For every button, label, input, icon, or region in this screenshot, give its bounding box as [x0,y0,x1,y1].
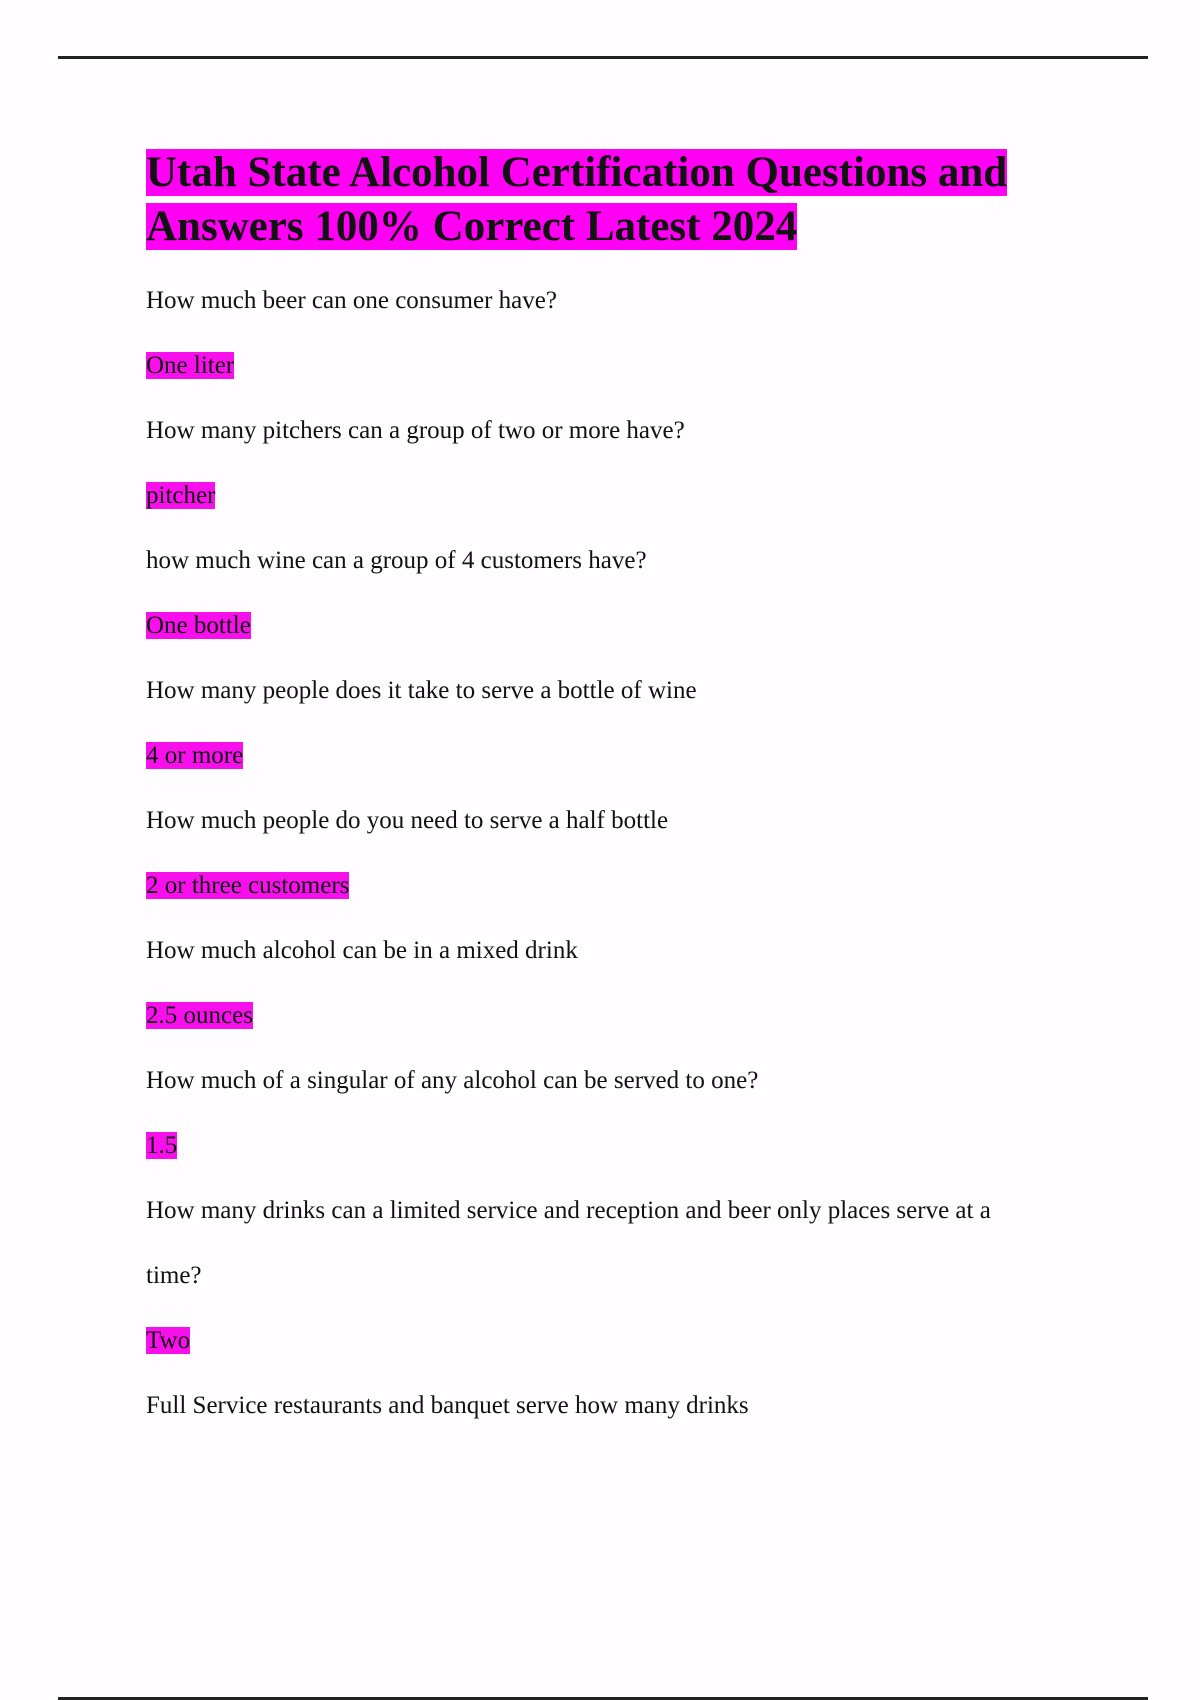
answer: One liter [146,333,1096,398]
question: How many pitchers can a group of two or … [146,417,685,444]
question: How many drinks can a limited service an… [146,1197,991,1289]
title-text: Utah State Alcohol Certification Questio… [146,149,1008,250]
answer: 2.5 ounces [146,983,1096,1048]
answer: 4 or more [146,723,1096,788]
question: how much wine can a group of 4 customers… [146,547,647,574]
answer-highlight: 4 or more [146,742,244,769]
answer-highlight: 1.5 [146,1132,178,1159]
qa-list: How much beer can one consumer have? One … [146,268,1096,1438]
answer-highlight: pitcher [146,482,216,509]
answer-highlight: Two [146,1327,191,1354]
answer: One bottle [146,593,1096,658]
answer: 2 or three customers [146,853,1096,918]
question: Full Service restaurants and banquet ser… [146,1392,749,1419]
document-title: Utah State Alcohol Certification Questio… [146,146,1046,254]
header-rule [58,56,1148,59]
answer-highlight: 2.5 ounces [146,1002,253,1029]
answer-highlight: One liter [146,352,235,379]
question: How much alcohol can be in a mixed drink [146,937,578,964]
question: How many people does it take to serve a … [146,677,697,704]
question: How much beer can one consumer have? [146,287,557,314]
question: How much people do you need to serve a h… [146,807,669,834]
answer-highlight: 2 or three customers [146,872,350,899]
footer-rule [58,1697,1148,1700]
answer: Two [146,1308,1096,1373]
answer: 1.5 [146,1113,1096,1178]
answer-highlight: One bottle [146,612,251,639]
question: How much of a singular of any alcohol ca… [146,1067,759,1094]
answer: pitcher [146,463,1096,528]
